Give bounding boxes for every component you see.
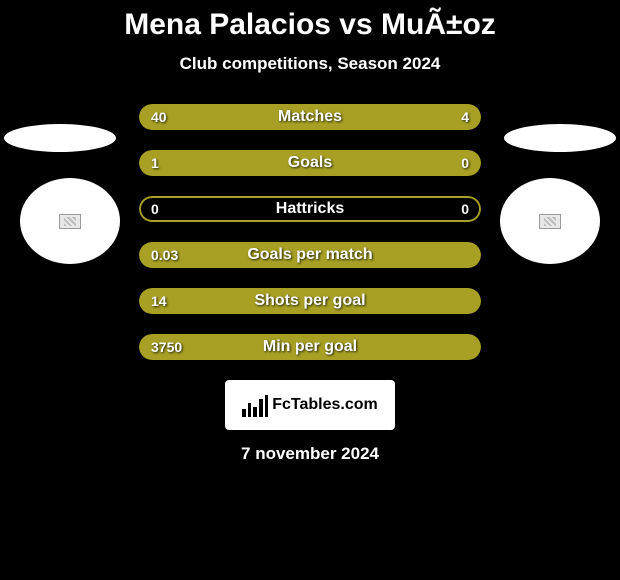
stat-row: 1 Goals 0	[139, 150, 481, 176]
stat-label: Goals	[288, 154, 332, 172]
stats-container: 40 Matches 4 1 Goals 0 0 Hattricks 0 0.03 Goals pe…	[139, 104, 481, 360]
stat-row: 0.03 Goals per match	[139, 242, 481, 268]
stat-label: Shots per goal	[254, 292, 365, 310]
flag-icon	[59, 214, 81, 229]
stat-row: 14 Shots per goal	[139, 288, 481, 314]
stat-row: 0 Hattricks 0	[139, 196, 481, 222]
stat-value-left: 40	[151, 109, 167, 125]
stat-value-right: 0	[461, 155, 469, 171]
stat-value-left: 1	[151, 155, 159, 171]
stat-label: Matches	[278, 108, 342, 126]
left-team-badge	[20, 178, 120, 264]
left-team-ellipse	[4, 124, 116, 152]
stat-row: 3750 Min per goal	[139, 334, 481, 360]
stat-value-left: 0.03	[151, 247, 178, 263]
bar-chart-icon	[242, 393, 268, 417]
footer-date: 7 november 2024	[0, 444, 620, 464]
right-team-badge	[500, 178, 600, 264]
branding-box: FcTables.com	[225, 380, 395, 430]
stat-value-left: 0	[151, 201, 159, 217]
stat-value-left: 14	[151, 293, 167, 309]
flag-icon	[539, 214, 561, 229]
stat-label: Hattricks	[276, 200, 344, 218]
stat-left-fill	[139, 104, 406, 130]
page-title: Mena Palacios vs MuÃ±oz	[0, 0, 620, 42]
stat-row: 40 Matches 4	[139, 104, 481, 130]
stat-value-right: 0	[461, 201, 469, 217]
stat-label: Goals per match	[247, 246, 372, 264]
stat-label: Min per goal	[263, 338, 357, 356]
stat-value-left: 3750	[151, 339, 182, 355]
stat-right-fill	[406, 104, 481, 130]
branding-text: FcTables.com	[272, 396, 378, 414]
stat-value-right: 4	[461, 109, 469, 125]
right-team-ellipse	[504, 124, 616, 152]
page-subtitle: Club competitions, Season 2024	[0, 54, 620, 74]
